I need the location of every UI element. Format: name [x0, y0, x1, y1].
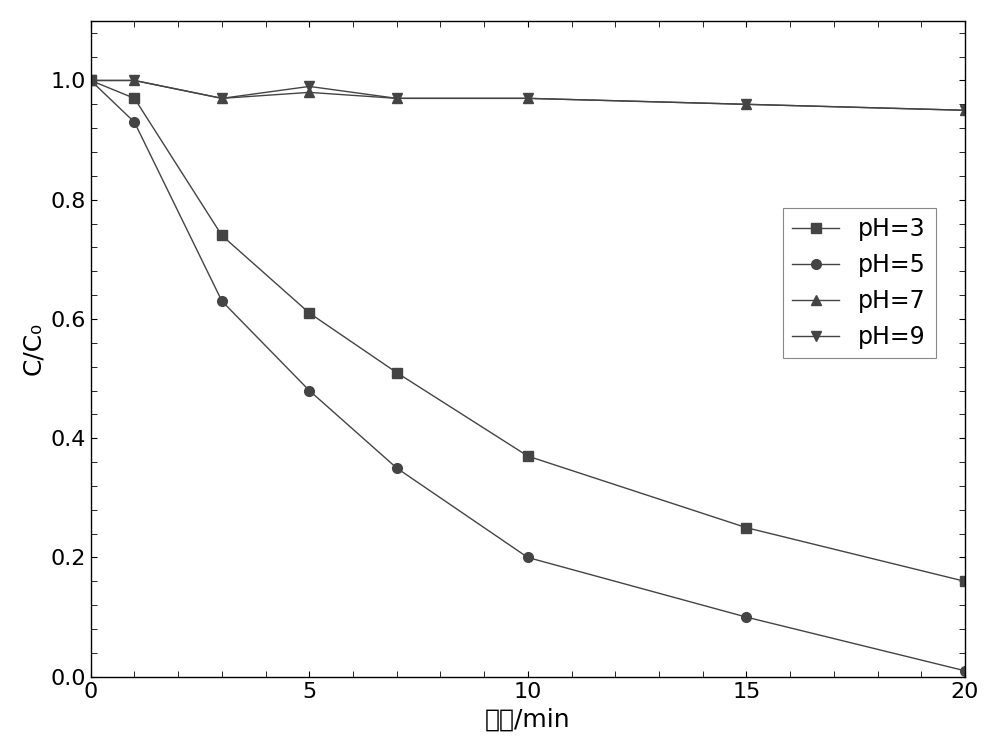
- pH=3: [85, 76, 97, 85]
- pH=7: [391, 94, 403, 103]
- pH=5: [128, 118, 140, 127]
- pH=9: [128, 76, 140, 85]
- pH=3: [740, 523, 752, 532]
- Line: pH=9: pH=9: [86, 76, 970, 115]
- pH=9: [740, 100, 752, 109]
- pH=7: [522, 94, 534, 103]
- pH=7: [85, 76, 97, 85]
- pH=9: [959, 106, 971, 115]
- pH=9: [303, 82, 315, 91]
- pH=5: [85, 76, 97, 85]
- pH=9: [522, 94, 534, 103]
- pH=3: [959, 577, 971, 586]
- Line: pH=7: pH=7: [86, 76, 970, 115]
- pH=7: [128, 76, 140, 85]
- pH=5: [740, 613, 752, 622]
- Y-axis label: C/C₀: C/C₀: [21, 322, 45, 375]
- pH=9: [85, 76, 97, 85]
- pH=7: [740, 100, 752, 109]
- pH=5: [216, 296, 228, 305]
- pH=3: [303, 308, 315, 317]
- pH=3: [522, 452, 534, 461]
- pH=3: [391, 368, 403, 378]
- pH=7: [216, 94, 228, 103]
- pH=3: [216, 231, 228, 240]
- pH=7: [959, 106, 971, 115]
- Legend: pH=3, pH=5, pH=7, pH=9: pH=3, pH=5, pH=7, pH=9: [783, 208, 936, 359]
- pH=7: [303, 88, 315, 97]
- pH=5: [303, 386, 315, 395]
- pH=9: [391, 94, 403, 103]
- Line: pH=3: pH=3: [86, 76, 970, 587]
- pH=5: [391, 463, 403, 472]
- Line: pH=5: pH=5: [86, 76, 970, 675]
- pH=5: [522, 553, 534, 562]
- pH=3: [128, 94, 140, 103]
- X-axis label: 时间/min: 时间/min: [485, 707, 571, 731]
- pH=5: [959, 666, 971, 675]
- pH=9: [216, 94, 228, 103]
